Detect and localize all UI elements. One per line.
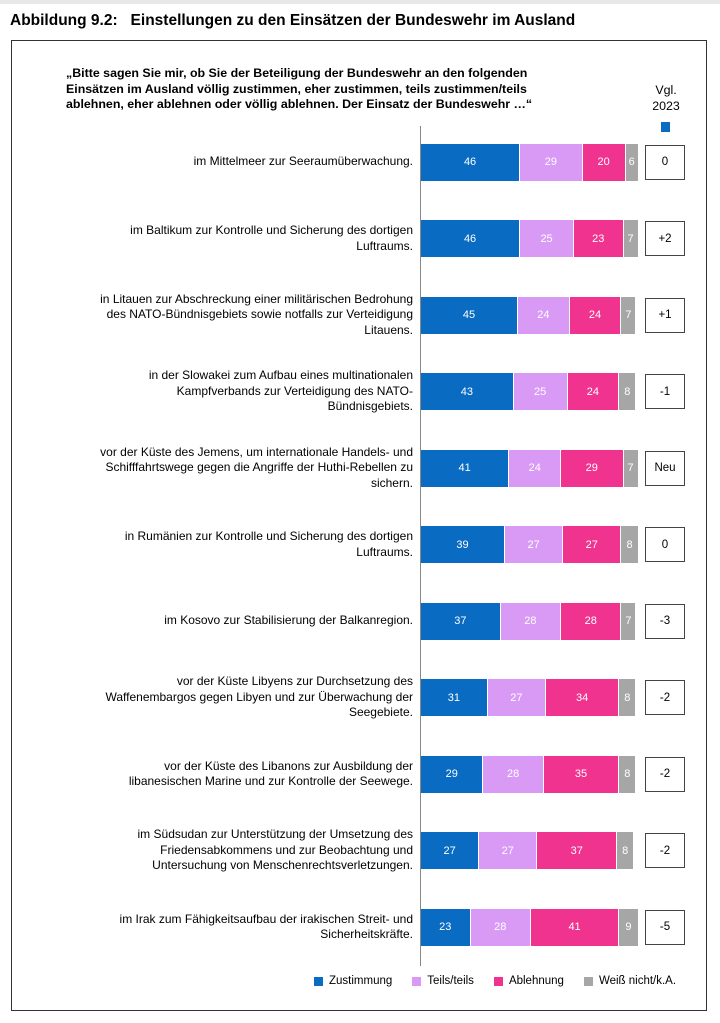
bar-segment-zustimmung: 41 [421,449,510,487]
comparison-value: -2 [645,756,685,792]
bar-segment-teils-teils: 28 [470,908,531,946]
bar-segment-teils-teils: 28 [500,602,562,640]
category-label: in Litauen zur Abschreckung einer militä… [100,291,413,337]
bar-segment-teils-teils: 27 [505,526,564,563]
category-label: vor der Küste des Libanons zur Ausbildun… [128,758,413,789]
legend: Zustimmung Teils/teils Ablehnung Weiß nicht… [314,975,676,987]
legend-swatch [583,976,593,986]
bar-segment-ablehnung: 24 [569,296,622,334]
bar-segment-ablehnung: 28 [561,602,622,640]
comparison-value: 0 [645,144,685,180]
category-label: im Baltikum zur Kontrolle und Sicherung … [130,223,413,253]
bar-segment-ablehnung: 23 [574,220,624,257]
legend-swatch [412,976,422,986]
legend-label: Zustimmung [329,975,393,987]
comparison-value: -5 [645,909,685,945]
category-label: im Irak zum Fähigkeitsaufbau der irakisc… [119,911,413,942]
comparison-value: Neu [645,450,685,486]
bar-segment-ablehnung: 34 [545,679,620,716]
legend-label: Teils/teils [427,975,474,987]
legend-label: Ablehnung [508,975,564,987]
comparison-value: -2 [645,680,685,715]
category-label: im Kosovo zur Stabilisierung der Balkanr… [164,613,413,627]
comparison-value: +1 [645,297,685,333]
bar-segment-teils-teils: 27 [487,679,546,716]
category-label: in Rumänien zur Kontrolle und Sicherung … [124,529,413,559]
bar-segment-zustimmung: 46 [421,220,521,257]
bar-segment-teils-teils: 29 [520,143,583,181]
category-label: im Mittelmeer zur Seeraumüberwachung. [193,154,413,168]
legend-item: Ablehnung [493,975,564,987]
bar-segment-ablehnung: 35 [543,755,620,793]
comparison-marker [661,122,670,132]
bar-segment-teils-teils: 25 [513,373,568,410]
bar-segment-wei-nicht-k-a-: 6 [625,143,639,181]
bar-segment-wei-nicht-k-a-: 7 [621,602,637,640]
bar-segment-ablehnung: 24 [567,373,620,410]
bar-segment-ablehnung: 37 [537,832,618,869]
axis-line [420,126,421,966]
bar-segment-ablehnung: 29 [561,449,624,487]
bar-segment-wei-nicht-k-a-: 7 [623,449,639,487]
bar-segment-wei-nicht-k-a-: 8 [617,832,635,869]
bar-segment-zustimmung: 29 [421,755,484,793]
legend-item: Zustimmung [314,975,392,987]
bar-segment-zustimmung: 45 [421,296,518,334]
bar-segment-wei-nicht-k-a-: 8 [619,373,637,410]
question-text: „Bitte sagen Sie mir, ob Sie der Beteili… [66,66,533,111]
bar-segment-wei-nicht-k-a-: 8 [619,755,637,793]
comparison-value: -1 [645,374,685,409]
legend-swatch [314,976,323,986]
bar-segment-zustimmung: 46 [421,143,521,181]
comparison-header: Vgl. 2023 [652,83,680,113]
bar-segment-teils-teils: 24 [509,449,562,487]
bar-segment-zustimmung: 31 [421,679,488,716]
chart-frame [11,40,707,1011]
bar-segment-teils-teils: 27 [479,832,538,869]
legend-item: Weiß nicht/k.A. [583,975,677,987]
bar-segment-ablehnung: 41 [530,908,620,946]
bar-segment-zustimmung: 37 [421,602,501,640]
legend-label: Weiß nicht/k.A. [598,975,677,987]
comparison-value: -3 [645,603,685,639]
bar-segment-ablehnung: 20 [582,143,626,181]
bar-segment-wei-nicht-k-a-: 9 [619,908,639,946]
comparison-value: -2 [645,833,685,868]
bar-segment-wei-nicht-k-a-: 7 [623,220,639,257]
legend-item: Teils/teils [412,975,474,987]
top-border [0,0,720,4]
category-label: im Südsudan zur Unterstützung der Umsetz… [137,827,413,872]
bar-segment-zustimmung: 43 [421,373,514,410]
comparison-value: 0 [645,527,685,562]
bar-segment-wei-nicht-k-a-: 7 [621,296,637,334]
bar-segment-teils-teils: 25 [520,220,574,257]
category-label: vor der Küste Libyens zur Durchsetzung d… [105,674,413,719]
bar-segment-ablehnung: 27 [563,526,622,563]
category-label: in der Slowakei zum Aufbau eines multina… [148,368,413,413]
bar-segment-zustimmung: 39 [421,526,506,563]
bar-segment-zustimmung: 27 [421,832,480,869]
bar-segment-teils-teils: 28 [483,755,544,793]
bar-segment-wei-nicht-k-a-: 8 [619,679,637,716]
category-label: vor der Küste des Jemens, um internation… [100,444,413,490]
comparison-value: +2 [645,221,685,256]
legend-swatch [493,976,503,986]
bar-segment-zustimmung: 23 [421,908,471,946]
bar-segment-teils-teils: 24 [517,296,570,334]
figure-title: Abbildung 9.2: Einstellungen zu den Eins… [10,12,576,29]
bar-segment-wei-nicht-k-a-: 8 [621,526,639,563]
